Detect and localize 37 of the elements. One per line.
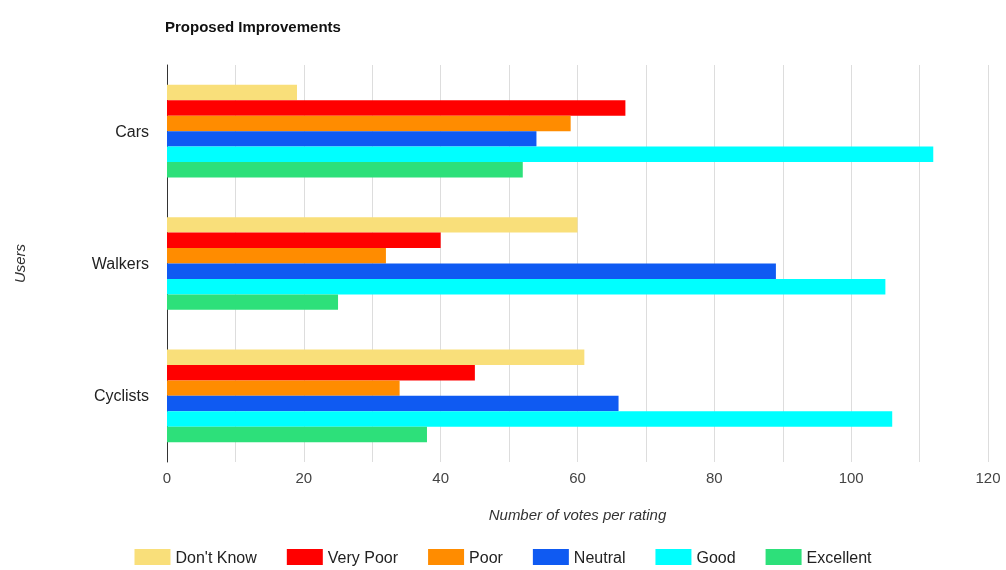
bar (167, 294, 339, 310)
x-tick-label: 20 (295, 469, 313, 486)
x-tick-label: 120 (975, 469, 1001, 486)
chart-title: Proposed Improvements (165, 18, 341, 35)
bar (167, 263, 776, 279)
bar (167, 84, 297, 101)
y-tick-label: Walkers (91, 255, 149, 272)
y-tick-label: Cyclists (93, 387, 149, 405)
bar (167, 115, 571, 132)
bar (167, 131, 537, 147)
bar (167, 395, 619, 412)
bar (167, 349, 585, 365)
bar (167, 411, 893, 427)
x-tick-label: 100 (838, 469, 864, 486)
y-tick-label: Cars (115, 122, 149, 140)
bar (167, 162, 523, 178)
bar (167, 232, 441, 249)
x-tick-label: 60 (569, 469, 586, 486)
legend-label: Neutral (573, 548, 626, 566)
bar (167, 217, 578, 233)
legend-label: Very Poor (327, 548, 399, 566)
bar (167, 364, 475, 381)
bar (167, 146, 934, 163)
y-axis-title: Users (11, 243, 28, 284)
legend-label: Excellent (806, 548, 873, 566)
x-tick-label: 80 (705, 469, 723, 486)
bar (167, 426, 427, 443)
x-tick-label: 40 (432, 469, 450, 486)
bar (167, 248, 386, 264)
x-tick-label: 0 (162, 469, 172, 486)
bar (167, 380, 400, 396)
legend-label: Don't Know (175, 548, 258, 566)
bar (167, 278, 886, 295)
x-axis-title: Number of votes per rating (488, 506, 667, 523)
bar (167, 100, 626, 116)
legend-label: Poor (469, 548, 504, 566)
legend-label: Good (696, 548, 736, 566)
